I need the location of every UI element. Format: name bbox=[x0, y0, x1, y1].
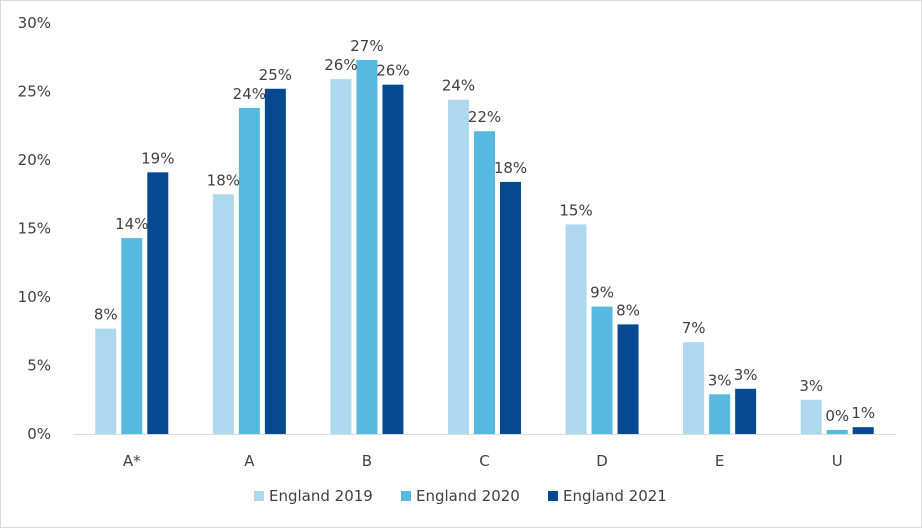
bar-data-label: 9% bbox=[590, 284, 614, 302]
bar bbox=[330, 79, 352, 435]
x-tick-label: B bbox=[362, 452, 372, 470]
bars bbox=[95, 59, 874, 435]
x-tick-label: D bbox=[596, 452, 608, 470]
bar-data-label: 18% bbox=[494, 159, 527, 177]
y-tick-label: 10% bbox=[18, 288, 51, 306]
legend-swatch bbox=[254, 491, 264, 501]
bar bbox=[683, 342, 705, 434]
bar-data-label: 8% bbox=[616, 301, 640, 319]
x-tick-label: A* bbox=[123, 452, 141, 470]
bar-data-label: 7% bbox=[682, 319, 706, 337]
bar bbox=[238, 107, 260, 434]
bar-data-label: 0% bbox=[825, 407, 849, 425]
bar bbox=[591, 306, 613, 434]
x-tick-label: A bbox=[244, 452, 255, 470]
bar-data-label: 24% bbox=[233, 85, 266, 103]
x-tick-label: U bbox=[832, 452, 843, 470]
legend-label: England 2020 bbox=[416, 487, 520, 505]
bar-data-label: 3% bbox=[708, 371, 732, 389]
bar bbox=[852, 427, 874, 434]
legend-swatch bbox=[401, 491, 411, 501]
bar bbox=[356, 59, 378, 435]
bar bbox=[382, 84, 404, 435]
bar bbox=[212, 194, 234, 434]
bar bbox=[735, 388, 757, 434]
bar-data-label: 15% bbox=[559, 201, 592, 219]
bar bbox=[474, 131, 495, 435]
legend-swatch bbox=[548, 491, 558, 501]
bar bbox=[264, 88, 286, 434]
bar bbox=[826, 429, 848, 434]
bar-data-label: 26% bbox=[324, 56, 357, 74]
bar bbox=[121, 238, 143, 434]
bar-data-label: 19% bbox=[141, 149, 174, 167]
bar bbox=[147, 172, 169, 434]
bar bbox=[565, 224, 587, 434]
bar-data-label: 24% bbox=[442, 77, 475, 95]
bar-data-label: 14% bbox=[115, 215, 148, 233]
bar bbox=[500, 181, 521, 434]
x-axis: A* A B C D E U bbox=[123, 452, 843, 470]
y-tick-label: 30% bbox=[18, 14, 51, 32]
y-tick-label: 20% bbox=[18, 151, 51, 169]
bar-data-label: 27% bbox=[350, 37, 383, 55]
data-labels: 8%14%19%18%24%25%26%27%26%24%22%18%15%9%… bbox=[94, 37, 875, 425]
bar bbox=[95, 328, 117, 434]
x-tick-label: E bbox=[715, 452, 724, 470]
bar-data-label: 1% bbox=[851, 404, 875, 422]
bar-data-label: 26% bbox=[376, 62, 409, 80]
bar-data-label: 25% bbox=[259, 66, 292, 84]
legend-label: England 2021 bbox=[563, 487, 667, 505]
legend-label: England 2019 bbox=[269, 487, 373, 505]
bar bbox=[800, 399, 822, 434]
bar-data-label: 3% bbox=[799, 377, 823, 395]
y-tick-label: 0% bbox=[27, 425, 51, 443]
bar bbox=[709, 394, 731, 434]
x-tick-label: C bbox=[479, 452, 489, 470]
bar-data-label: 3% bbox=[734, 366, 758, 384]
y-axis: 0% 5% 10% 15% 20% 25% 30% bbox=[18, 14, 51, 443]
y-tick-label: 5% bbox=[27, 357, 51, 375]
bar bbox=[448, 99, 469, 434]
bar-data-label: 8% bbox=[94, 306, 118, 324]
bar-data-label: 18% bbox=[207, 171, 240, 189]
legend: England 2019 England 2020 England 2021 bbox=[254, 487, 667, 505]
y-tick-label: 25% bbox=[18, 83, 51, 101]
bar bbox=[617, 324, 639, 434]
y-tick-label: 15% bbox=[18, 220, 51, 238]
bar-data-label: 22% bbox=[468, 108, 501, 126]
